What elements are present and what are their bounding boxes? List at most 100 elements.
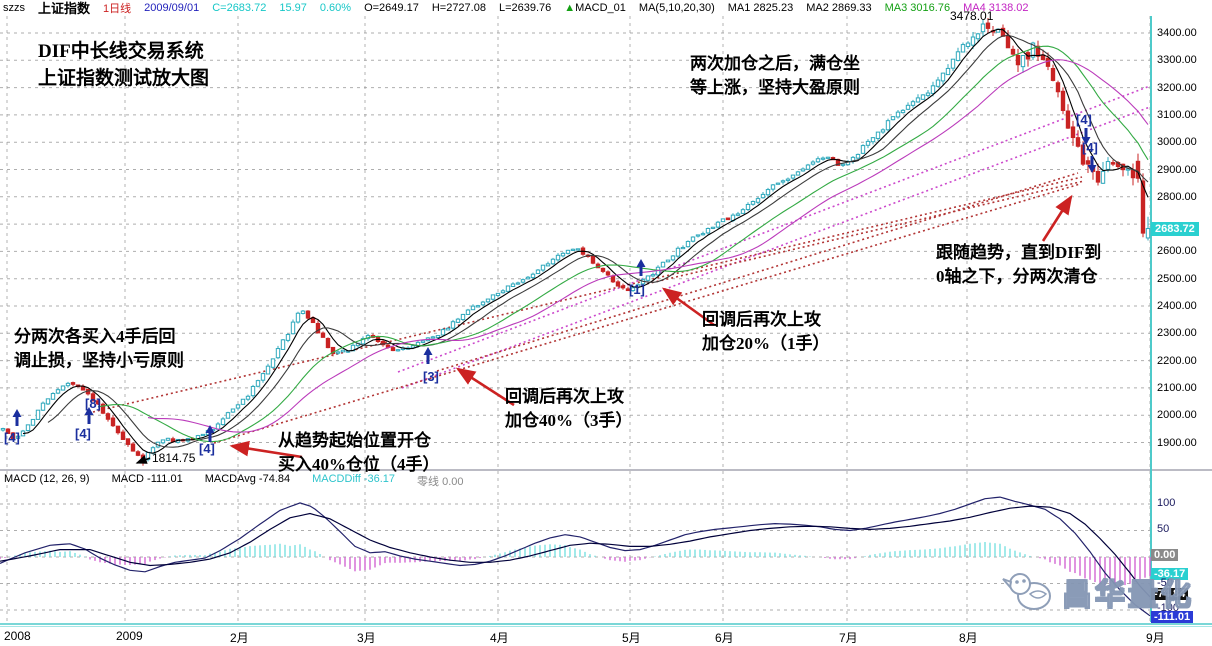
ma-line-10 [47, 34, 1149, 448]
candle-body [65, 382, 71, 387]
candle-body [265, 365, 271, 375]
candle-body [710, 226, 716, 229]
candle-body [705, 227, 711, 234]
magenta-trend-dotted-line [397, 85, 1151, 373]
candle-body [810, 161, 816, 165]
candle-body [1020, 54, 1026, 68]
candle-body [980, 23, 986, 33]
candle-body [825, 156, 831, 159]
candle-body [935, 79, 941, 87]
candle-body [970, 36, 976, 46]
candle-body [1085, 160, 1091, 165]
macd-avg-value: MACDAvg -74.84 [204, 473, 291, 485]
candle-body [910, 101, 916, 106]
candle-body [750, 201, 756, 205]
candle-body [1065, 110, 1071, 129]
candle-body [695, 234, 701, 237]
candle-body [15, 435, 21, 439]
candle-body [1010, 48, 1016, 55]
sell-arrow-head [1081, 137, 1091, 145]
candle-body [395, 349, 401, 352]
candle-body [540, 264, 546, 271]
candle-body [590, 255, 596, 264]
candle-body [510, 283, 516, 287]
index-name: 上证指数 [38, 1, 91, 16]
candle-body [720, 218, 726, 223]
candle-body [200, 433, 206, 437]
bird-logo-icon [1002, 573, 1051, 610]
annotation-pointer-arrow [1041, 194, 1073, 242]
candle-body [260, 373, 266, 381]
candle-body [775, 182, 781, 185]
candle-body [5, 428, 11, 434]
red-trend-dotted-line [641, 180, 1085, 286]
candle-body [285, 334, 291, 341]
buy-arrow-head [205, 425, 215, 433]
buy-arrow-head [636, 259, 646, 267]
ma3-value: MA3 3016.76 [884, 1, 951, 14]
candle-body [610, 275, 616, 283]
candle-body [860, 145, 866, 154]
candle-body [125, 438, 131, 445]
candle-body [110, 417, 116, 427]
candle-body [570, 248, 576, 251]
candle-body [105, 413, 111, 420]
candle-body [135, 451, 141, 456]
candle-body [560, 252, 566, 257]
candle-body [315, 322, 321, 334]
candle-body [965, 42, 971, 47]
candle-body [900, 109, 906, 114]
candle-body [245, 395, 251, 400]
candle-body [10, 432, 16, 440]
candle-body [650, 274, 656, 277]
candle-body [35, 409, 41, 420]
candle-body [270, 358, 276, 368]
candle-body [140, 454, 146, 460]
candle-body [1070, 126, 1076, 139]
candle-body [320, 332, 326, 338]
ma-line-20 [97, 45, 1149, 443]
magenta-trend-dotted-line [401, 106, 1151, 389]
change-value: 15.97 [279, 1, 307, 14]
candle-body [360, 338, 366, 345]
macd-params: MACD (12, 26, 9) [4, 473, 90, 485]
candle-body [505, 285, 511, 292]
candle-body [545, 263, 551, 267]
candle-body [430, 336, 436, 339]
candle-body [685, 240, 691, 248]
candle-body [410, 345, 416, 349]
period-label: 1日线 [103, 2, 132, 15]
candle-body [715, 221, 721, 228]
low-value: L=2639.76 [498, 1, 552, 14]
candle-body [945, 67, 951, 76]
indicator-label: ▲MACD_01 [564, 1, 626, 14]
candle-body [390, 347, 396, 352]
candle-body [455, 318, 461, 323]
candle-body [930, 85, 936, 94]
candle-body [550, 258, 556, 265]
candle-body [920, 94, 926, 100]
candle-body [465, 309, 471, 315]
ma-group-label: MA(5,10,20,30) [638, 1, 715, 14]
candle-body [605, 271, 611, 276]
candle-body [120, 431, 126, 440]
candle-body [950, 58, 956, 69]
candle-body [500, 290, 506, 294]
buy-arrow-head [12, 409, 22, 417]
candle-body [470, 305, 476, 311]
candle-body [680, 246, 686, 250]
red-trend-dotted-line [213, 183, 1081, 444]
candle-body [1145, 228, 1151, 239]
candle-body [745, 203, 751, 210]
candle-body [1080, 144, 1086, 165]
candle-body [1050, 67, 1056, 81]
candle-body [690, 236, 696, 242]
candle-body [275, 348, 281, 359]
low-label-arrow [135, 455, 151, 464]
candle-body [340, 349, 346, 353]
candle-body [490, 294, 496, 300]
candle-body [40, 402, 46, 411]
candle-body [290, 321, 296, 335]
ma-line-5 [22, 28, 1149, 454]
